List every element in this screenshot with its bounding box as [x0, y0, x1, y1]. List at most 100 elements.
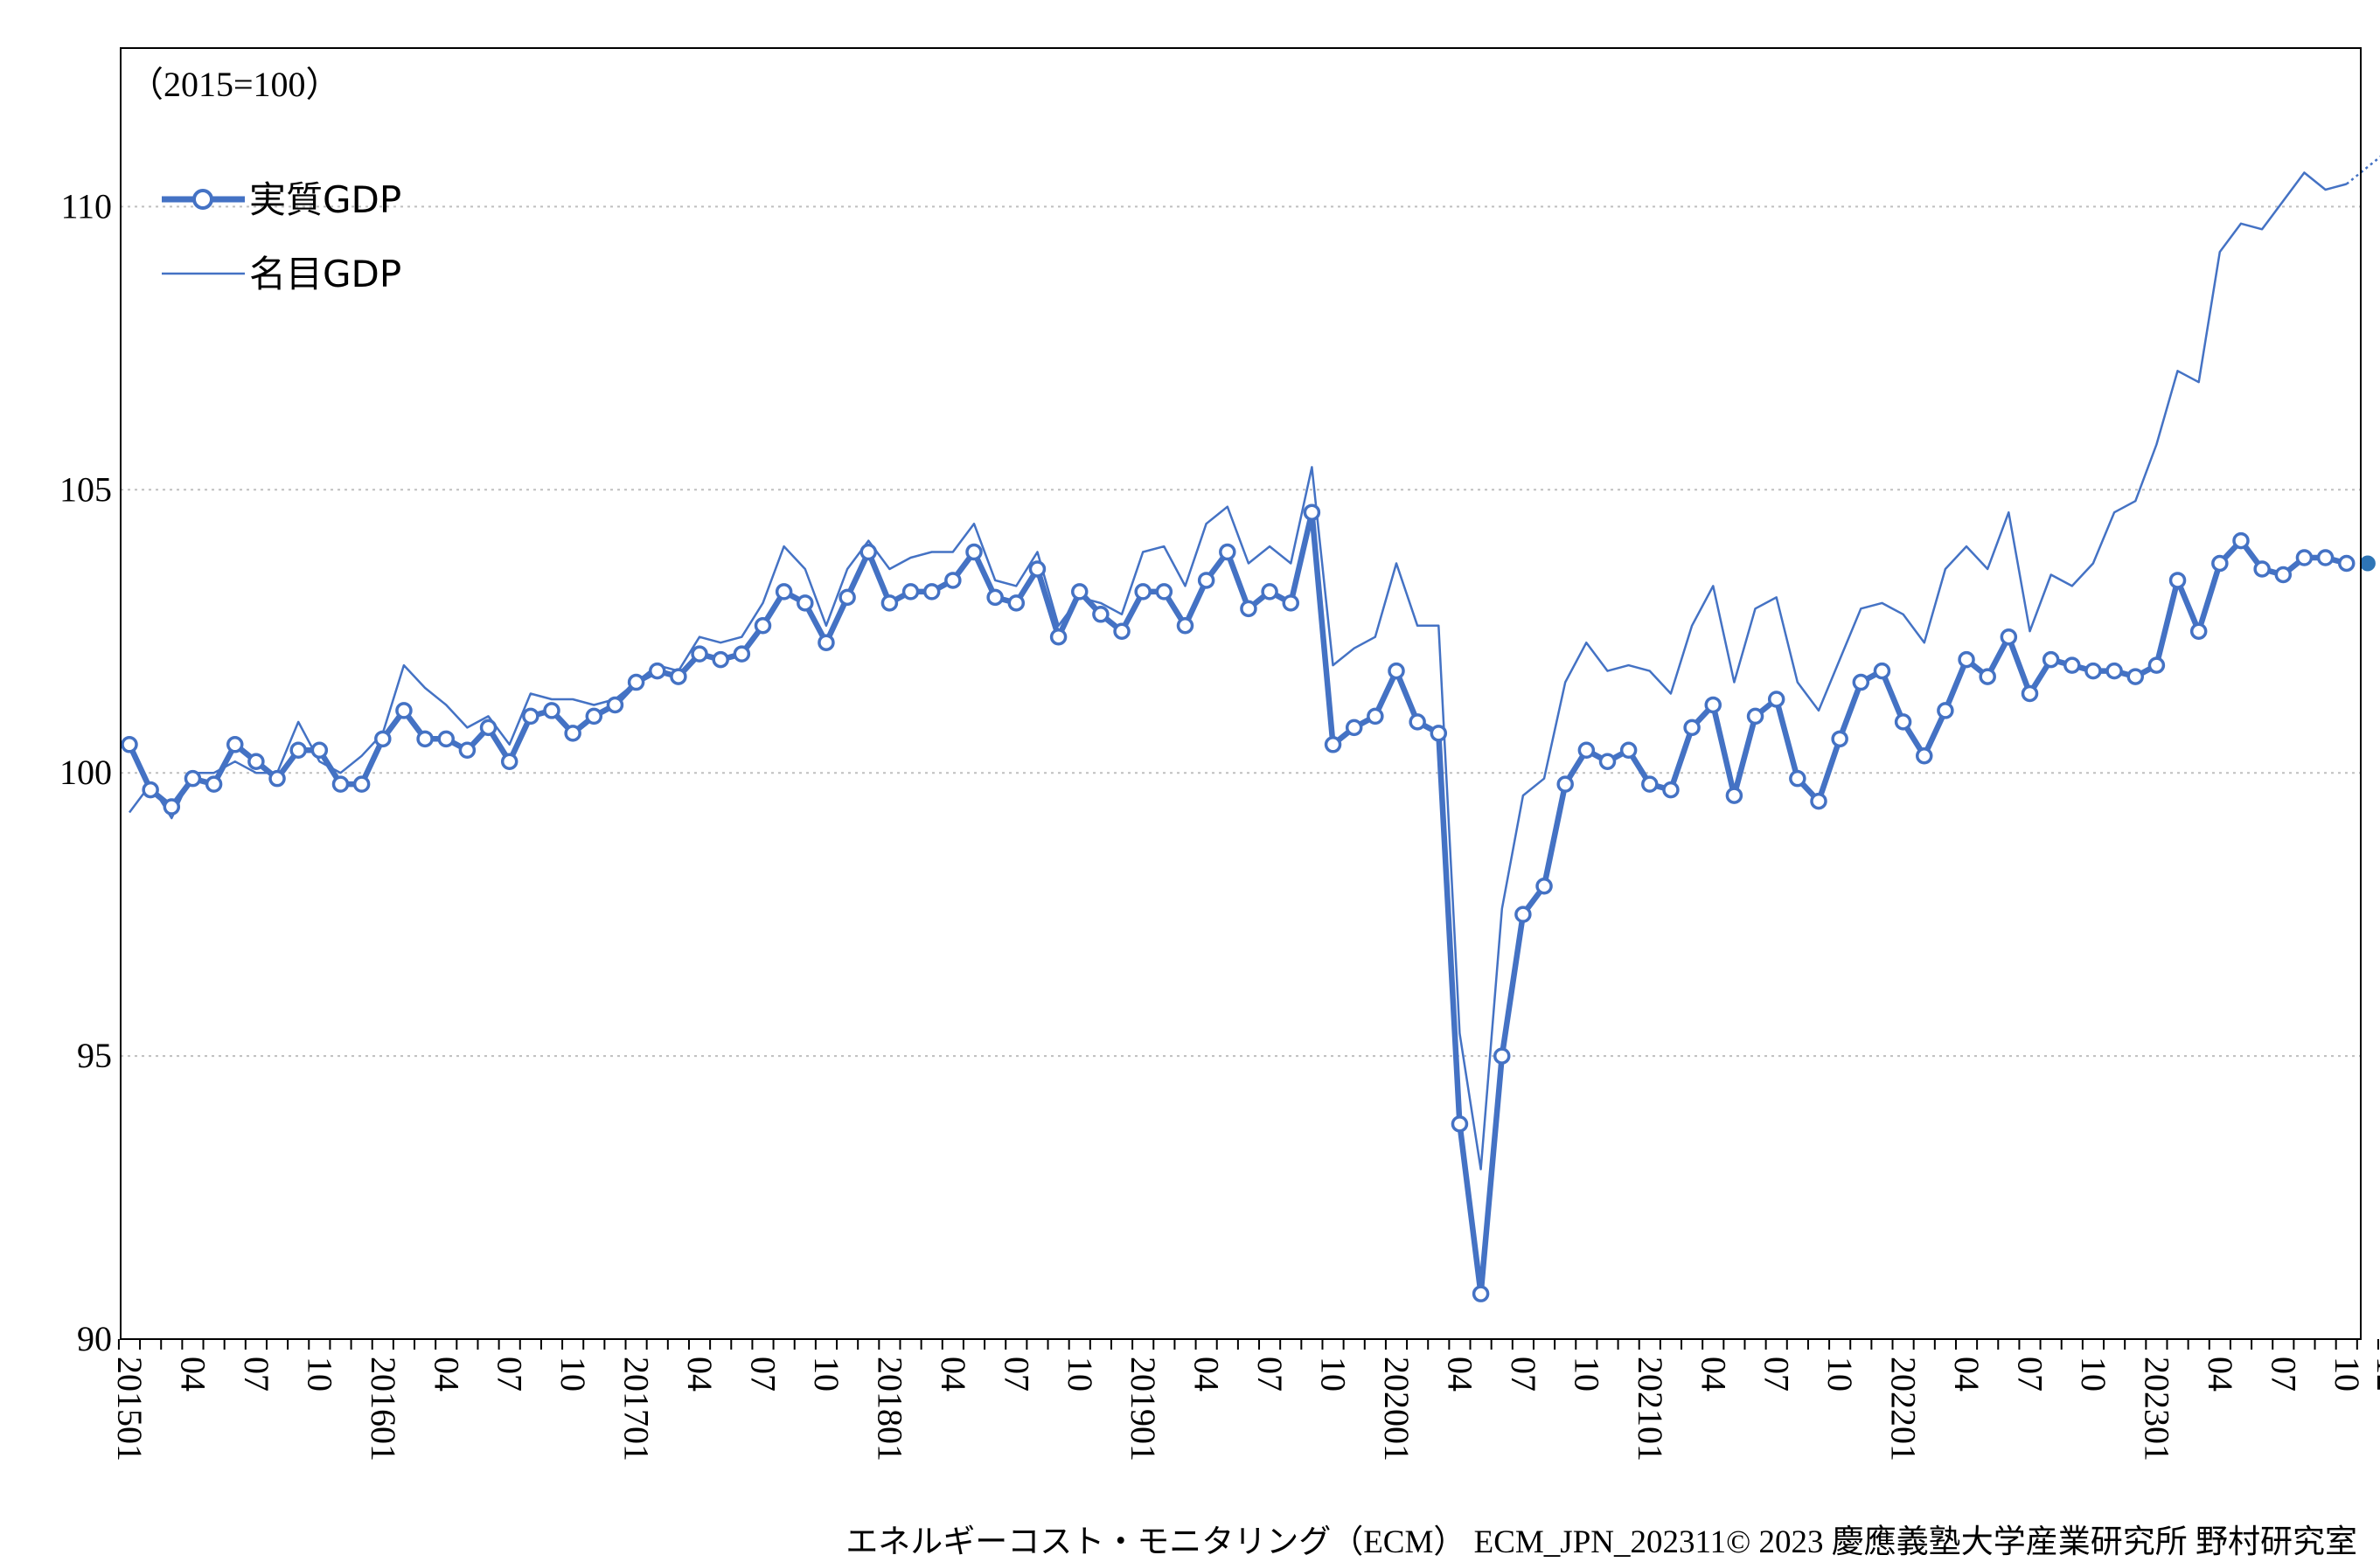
x-tick-label: 04: [2201, 1357, 2240, 1392]
real-gdp-point: [1619, 741, 1638, 760]
real-gdp-point: [1577, 741, 1596, 760]
x-tick-label: 04: [1694, 1357, 1733, 1392]
real-gdp-point: [1937, 702, 1954, 719]
x-tick-label: 201701: [617, 1357, 657, 1461]
real-gdp-point: [1451, 1115, 1469, 1133]
x-tick-label: 10: [553, 1357, 593, 1392]
real-gdp-point: [1641, 775, 1659, 793]
real-gdp-point: [859, 543, 877, 561]
real-gdp-point: [458, 741, 477, 760]
real-gdp-point: [1155, 583, 1173, 601]
x-tick-label: 202101: [1631, 1357, 1670, 1461]
nominal-gdp-line: [128, 171, 2348, 1170]
gridlines: [121, 205, 2361, 1058]
real-gdp-point: [352, 775, 371, 793]
real-gdp-point: [416, 730, 434, 748]
real-gdp-point: [1831, 730, 1848, 748]
real-gdp-point: [986, 588, 1004, 607]
x-tick-label: 07: [237, 1357, 276, 1392]
real-gdp-point: [2105, 662, 2123, 680]
real-gdp-point: [1092, 606, 1110, 623]
real-gdp-point: [1176, 617, 1194, 635]
real-gdp-point: [1134, 583, 1152, 601]
real-gdp-point: [1789, 769, 1806, 788]
unit-note: （2015=100）: [129, 65, 341, 104]
real-gdp-point: [247, 753, 265, 770]
real-gdp-point: [670, 668, 687, 685]
real-gdp-point: [1535, 878, 1553, 895]
real-gdp-point: [2021, 684, 2039, 703]
real-gdp-point: [1852, 673, 1870, 691]
real-gdp-point: [1345, 719, 1363, 737]
real-gdp-point: [797, 594, 814, 612]
x-tick-label: 201801: [870, 1357, 909, 1461]
real-gdp-point: [479, 719, 498, 737]
x-tick-label: 10: [1820, 1357, 1860, 1392]
x-tick-label: 07: [2264, 1357, 2303, 1392]
x-tick-label: 201501: [110, 1357, 150, 1461]
x-tick-label: 10: [1314, 1357, 1354, 1392]
real-gdp-point: [1049, 628, 1068, 646]
real-gdp-point: [839, 588, 856, 607]
real-gdp-point: [1662, 781, 1680, 799]
x-tick-label: 10: [1567, 1357, 1606, 1392]
x-tick-label: 04: [1440, 1357, 1479, 1392]
real-gdp-point: [1556, 775, 1574, 793]
real-gdp-point: [2295, 549, 2314, 566]
real-gdp-point: [1598, 753, 1617, 770]
real-gdp-point: [289, 741, 307, 760]
plot-frame: [120, 47, 2362, 1340]
x-tick-label: 07: [1757, 1357, 1797, 1392]
y-tick-label: 100: [59, 753, 112, 792]
real-gdp-point: [880, 594, 899, 612]
real-gdp-point: [1767, 691, 1785, 708]
x-tick-label: 07: [2011, 1357, 2050, 1392]
x-tick-label: 04: [680, 1357, 720, 1392]
real-gdp-point: [205, 775, 223, 793]
x-tick-label: 07: [744, 1357, 783, 1392]
real-gdp-point: [1916, 747, 1933, 765]
real-gdp-point: [564, 725, 581, 742]
x-tick-label: 10: [300, 1357, 339, 1392]
real-gdp-point: [922, 583, 941, 601]
real-gdp-point: [268, 769, 286, 788]
real-gdp-point: [1704, 696, 1722, 714]
real-gdp-point: [2000, 628, 2018, 646]
real-gdp-point: [2316, 549, 2335, 566]
real-gdp-point: [142, 781, 159, 799]
y-axis-tick-labels: 90 95 100 105 110: [59, 186, 112, 1358]
nominal-gdp-series: [128, 156, 2380, 1170]
x-tick-label: 07: [491, 1357, 530, 1392]
real-gdp-point: [1746, 707, 1764, 725]
real-gdp-point: [543, 702, 560, 719]
real-gdp-point: [1303, 503, 1321, 521]
real-gdp-point: [1894, 713, 1912, 731]
x-axis-ticks: 201501 04 07 10 201601 04 07 10 201701 04 07 10 2018…: [110, 1339, 2380, 1461]
real-gdp-point: [606, 696, 624, 714]
real-gdp-point: [184, 769, 202, 788]
real-gdp-point: [1367, 707, 1384, 725]
real-gdp-point: [374, 730, 392, 748]
real-gdp-point: [2063, 656, 2081, 674]
real-gdp-point: [1725, 787, 1743, 804]
real-gdp-point: [121, 736, 138, 753]
real-gdp-point: [1324, 736, 1342, 753]
real-gdp-point: [1409, 713, 1426, 731]
real-gdp-point: [331, 775, 350, 793]
y-tick-label: 105: [59, 469, 112, 509]
real-gdp-point: [1683, 719, 1701, 737]
real-gdp-series: [121, 503, 2376, 1302]
y-tick-label: 110: [60, 186, 112, 226]
real-gdp-forecast-point: [2359, 555, 2376, 572]
real-gdp-point: [395, 702, 413, 719]
real-gdp-point: [585, 707, 603, 725]
real-gdp-point: [1430, 725, 1448, 742]
real-gdp-point: [1071, 583, 1089, 601]
real-gdp-point: [1873, 662, 1891, 680]
x-tick-label: 07: [1250, 1357, 1290, 1392]
x-tick-label: 10: [1061, 1357, 1100, 1392]
real-gdp-point: [1240, 600, 1257, 618]
x-tick-label: 201601: [364, 1357, 403, 1461]
real-gdp-line: [127, 509, 2348, 1297]
real-gdp-point: [1958, 650, 1975, 669]
